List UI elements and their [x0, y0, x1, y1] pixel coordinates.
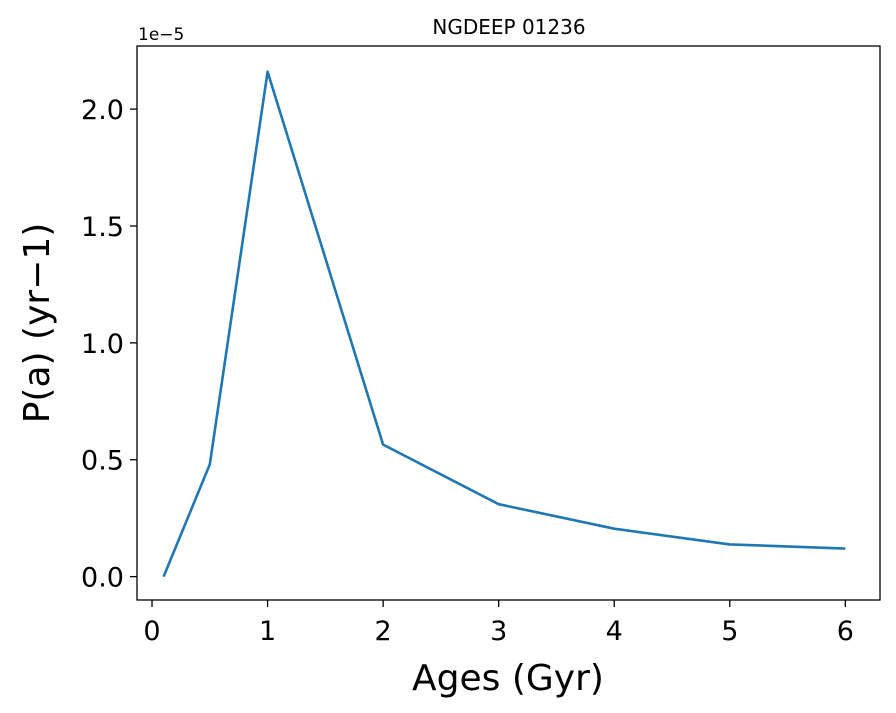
y-tick-label: 1.0	[81, 329, 124, 360]
y-axis: 0.0 0.5 1.0 1.5 2.0	[81, 95, 137, 594]
x-tick-label: 4	[606, 616, 623, 647]
x-tick-label: 6	[837, 616, 854, 647]
x-axis: 0 1 2 3 4 5 6	[143, 600, 854, 647]
x-axis-label: Ages (Gyr)	[412, 658, 604, 699]
x-tick-label: 3	[490, 616, 507, 647]
y-tick-label: 0.0	[81, 563, 124, 594]
series-layer	[162, 70, 846, 578]
series-line-0	[162, 70, 846, 578]
plot-frame	[136, 45, 881, 601]
x-tick-label: 1	[259, 616, 276, 647]
y-tick-label: 2.0	[81, 95, 124, 126]
chart-title: NGDEEP 01236	[432, 15, 585, 39]
y-tick-label: 0.5	[81, 446, 124, 477]
x-tick-label: 2	[375, 616, 392, 647]
y-offset-label: 1e−5	[138, 25, 184, 45]
y-tick-label: 1.5	[81, 212, 124, 243]
y-axis-label: P(a) (yr−1)	[17, 223, 58, 424]
x-tick-label: 5	[721, 616, 738, 647]
x-tick-label: 0	[143, 616, 160, 647]
